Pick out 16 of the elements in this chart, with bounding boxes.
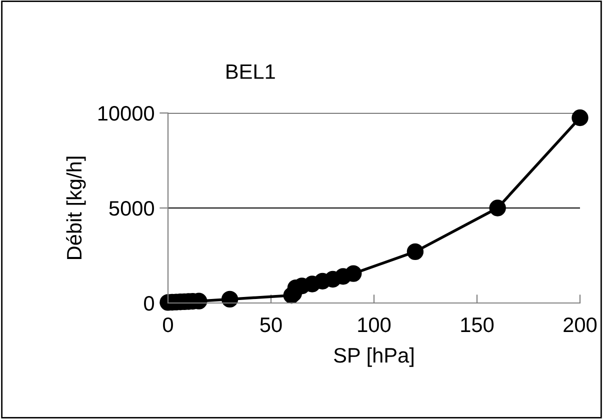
y-tick-label: 5000 [109, 201, 154, 216]
y-axis-title: Débit [kg/h] [66, 156, 86, 259]
x-tick-label: 50 [260, 317, 282, 332]
x-tick-label: 200 [564, 317, 597, 332]
x-tick-label: 0 [163, 317, 173, 332]
x-axis-title: SP [hPa] [334, 347, 414, 367]
point [406, 243, 424, 260]
point [489, 200, 506, 216]
point [572, 109, 588, 126]
y-tick-label: 10000 [98, 106, 154, 121]
x-tick-label: 150 [461, 317, 494, 332]
point [221, 290, 238, 308]
point [345, 265, 362, 282]
x-tick-label: 100 [358, 317, 391, 332]
chart-title: BEL1 [226, 64, 275, 79]
y-tick-label: 0 [144, 296, 154, 311]
